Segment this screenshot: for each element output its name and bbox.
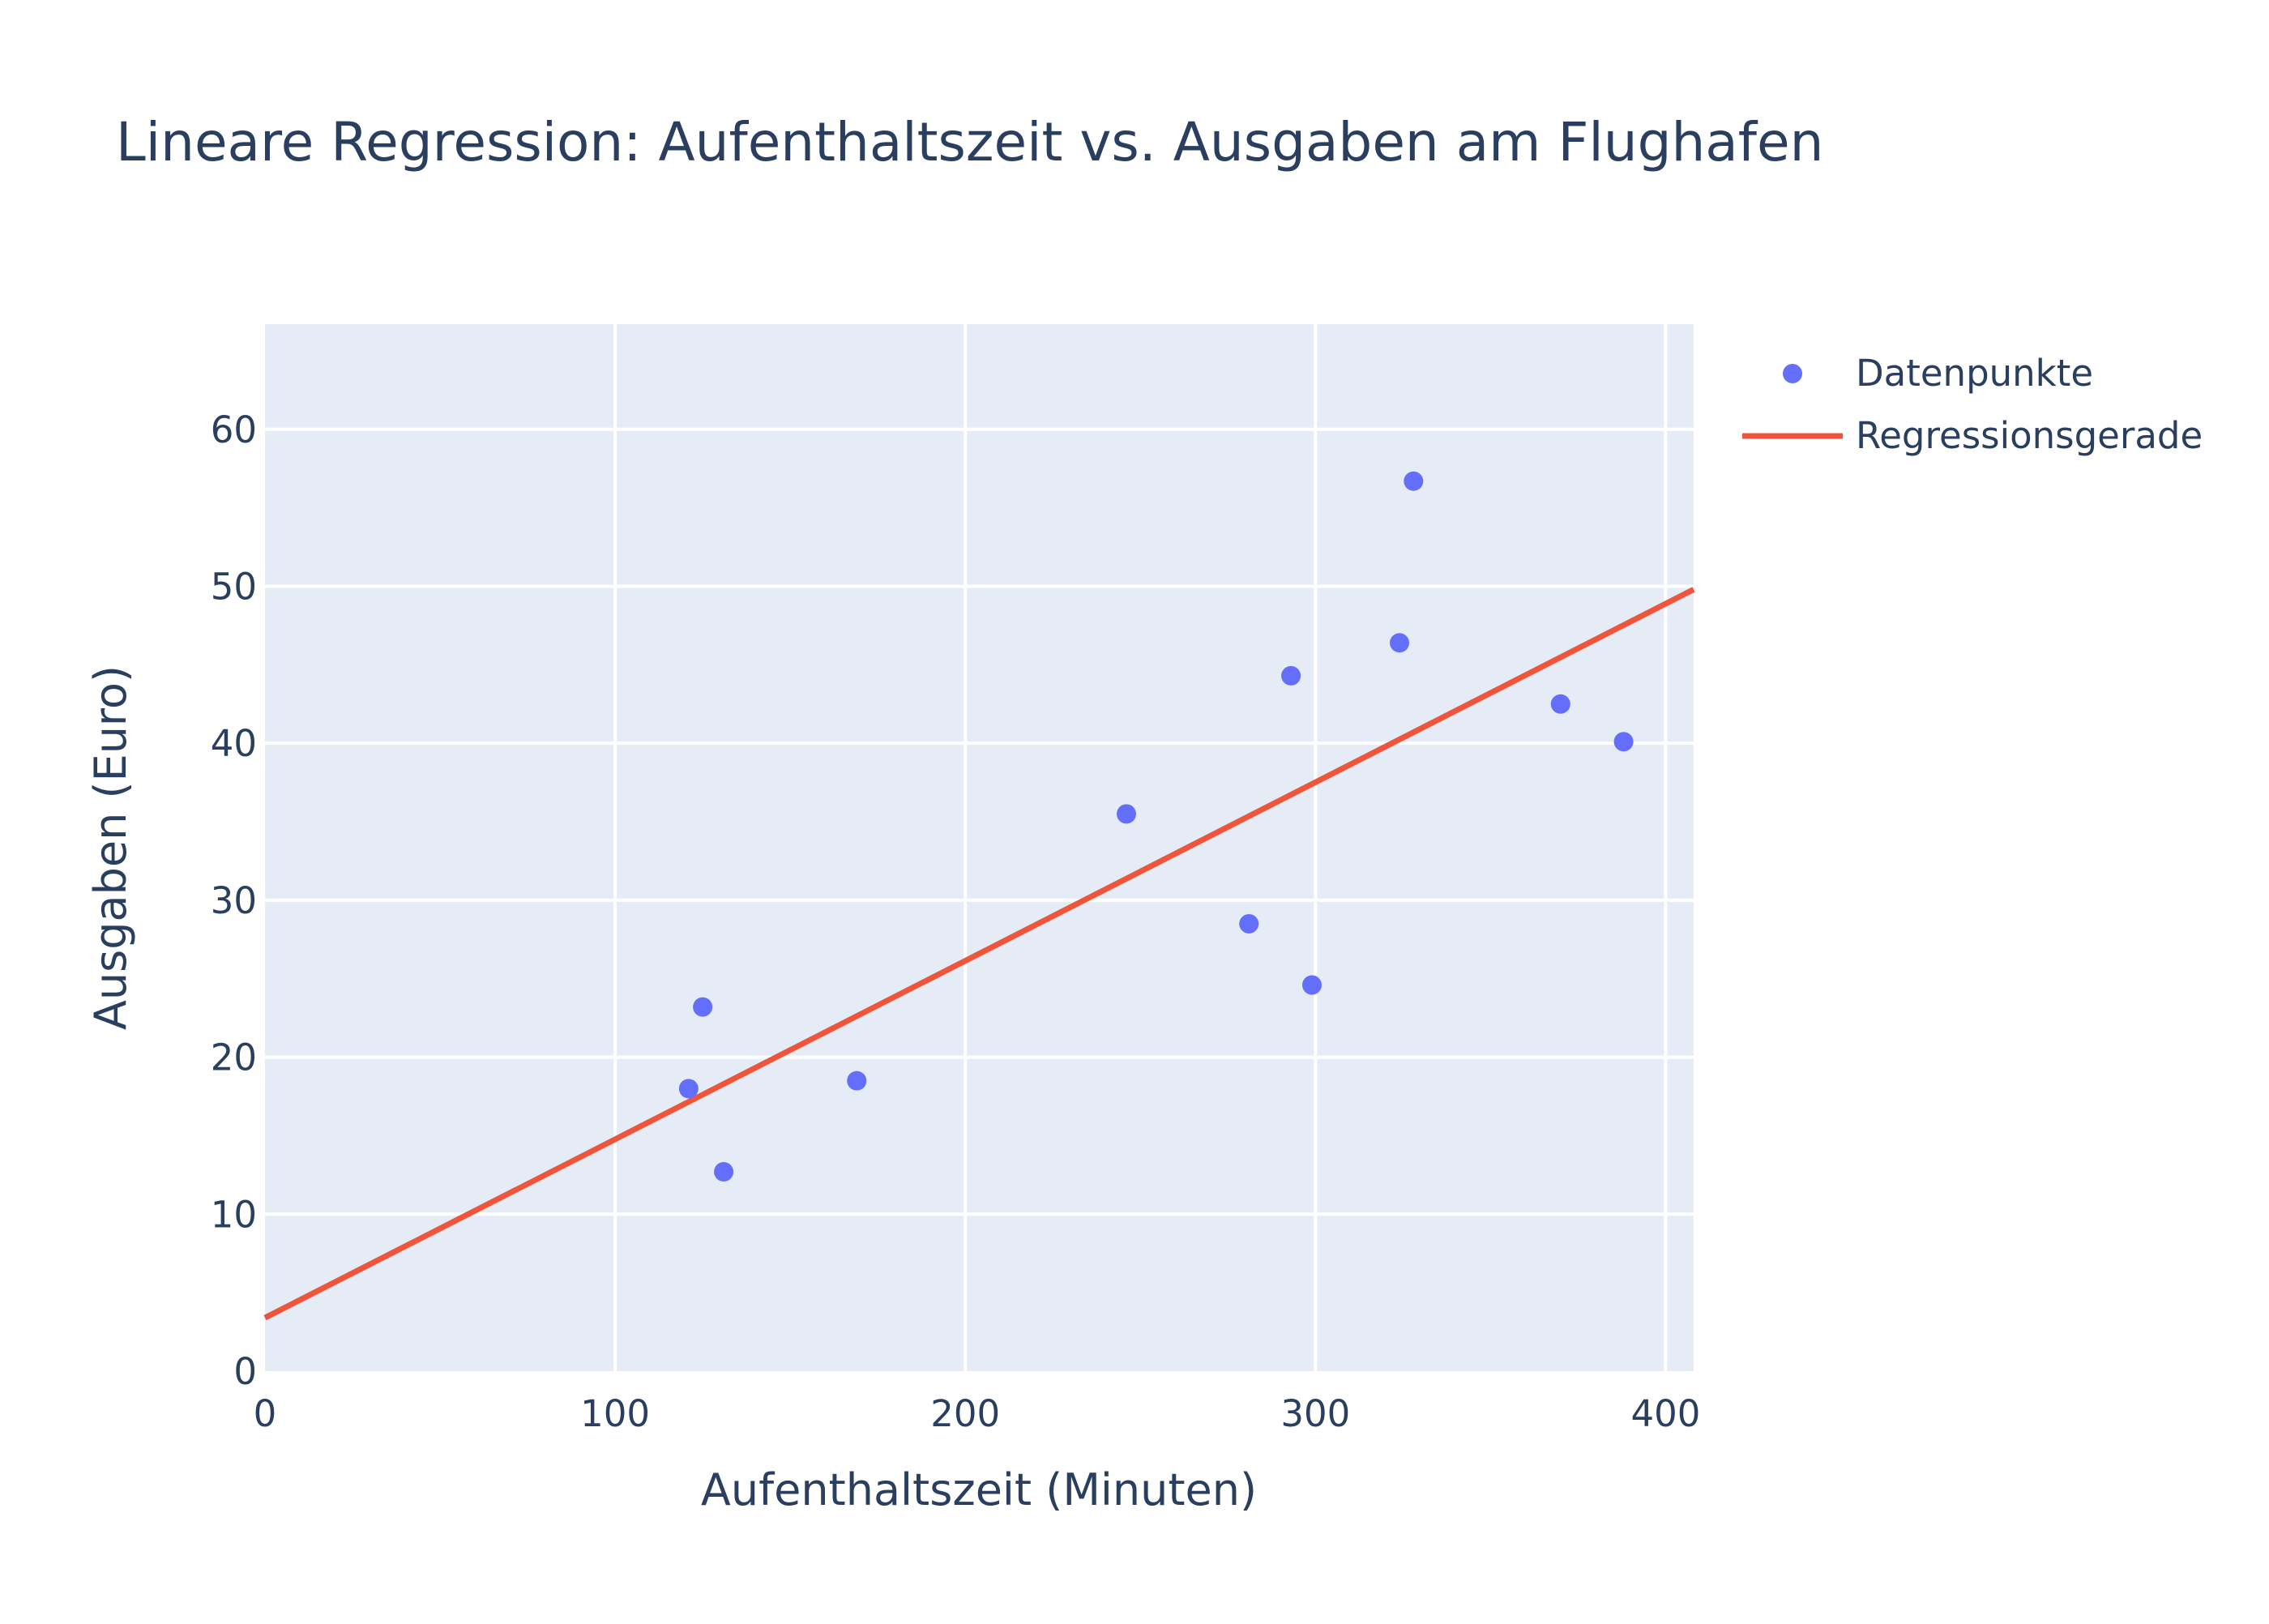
legend-item-datenpunkte[interactable]: Datenpunkte <box>1783 352 2093 395</box>
data-point-datenpunkte-3[interactable] <box>847 1071 867 1091</box>
y-tick-label-50: 50 <box>211 565 257 608</box>
legend-marker-datenpunkte <box>1783 364 1802 383</box>
x-tick-label-100: 100 <box>580 1392 650 1435</box>
series-layer <box>263 471 1695 1321</box>
legend-label-regressionsgerade: Regressionsgerade <box>1856 414 2203 457</box>
data-point-datenpunkte-7[interactable] <box>1302 975 1323 995</box>
y-tick-labels: 0 10 20 30 40 50 60 <box>211 408 257 1393</box>
data-point-datenpunkte-6[interactable] <box>1281 665 1301 686</box>
y-tick-label-0: 0 <box>233 1350 257 1393</box>
legend-label-datenpunkte: Datenpunkte <box>1856 352 2093 395</box>
data-point-datenpunkte-5[interactable] <box>1239 913 1259 934</box>
data-point-datenpunkte-0[interactable] <box>678 1079 699 1099</box>
y-tick-label-10: 10 <box>211 1193 257 1236</box>
data-point-datenpunkte-2[interactable] <box>714 1161 734 1182</box>
data-point-datenpunkte-4[interactable] <box>1116 804 1136 824</box>
chart-title: Lineare Regression: Aufenthaltszeit vs. … <box>116 111 1823 173</box>
y-tick-label-40: 40 <box>211 722 257 765</box>
x-tick-label-300: 300 <box>1280 1392 1350 1435</box>
x-tick-labels: 0 100 200 300 400 <box>254 1392 1701 1435</box>
y-tick-label-60: 60 <box>211 408 257 451</box>
data-point-datenpunkte-10[interactable] <box>1550 694 1570 714</box>
y-tick-label-30: 30 <box>211 879 257 922</box>
data-point-datenpunkte-1[interactable] <box>693 997 713 1017</box>
x-axis-title: Aufenthaltszeit (Minuten) <box>701 1464 1257 1515</box>
series-line-regressionsgerade <box>263 587 1695 1321</box>
data-point-datenpunkte-8[interactable] <box>1390 633 1410 653</box>
legend[interactable]: Datenpunkte Regressionsgerade <box>1742 352 2203 457</box>
x-tick-label-0: 0 <box>254 1392 277 1435</box>
data-point-datenpunkte-11[interactable] <box>1613 732 1634 752</box>
data-point-datenpunkte-9[interactable] <box>1404 471 1424 491</box>
grid-lines <box>265 324 1694 1371</box>
legend-item-regressionsgerade[interactable]: Regressionsgerade <box>1742 414 2203 457</box>
x-tick-label-400: 400 <box>1630 1392 1700 1435</box>
y-axis-title: Ausgaben (Euro) <box>85 665 136 1030</box>
x-tick-label-200: 200 <box>930 1392 1000 1435</box>
y-tick-label-20: 20 <box>211 1036 257 1079</box>
